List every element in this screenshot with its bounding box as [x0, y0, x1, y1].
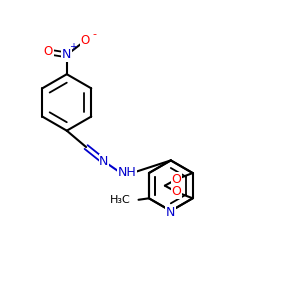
Text: O: O — [171, 185, 181, 199]
Text: -: - — [92, 29, 96, 39]
Text: O: O — [81, 34, 90, 47]
Text: NH: NH — [117, 166, 136, 179]
Text: H₃C: H₃C — [110, 195, 131, 205]
Text: N: N — [99, 155, 109, 168]
Text: N: N — [62, 48, 71, 62]
Text: N: N — [166, 206, 176, 219]
Text: O: O — [44, 45, 53, 58]
Text: O: O — [171, 173, 181, 186]
Text: +: + — [69, 43, 77, 52]
